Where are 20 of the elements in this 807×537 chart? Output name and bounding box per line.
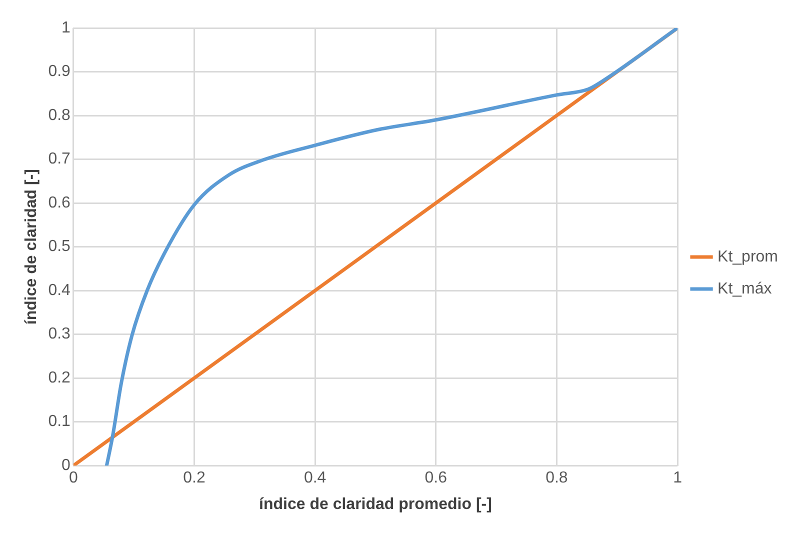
y-tick-label: 0.8 <box>48 106 71 124</box>
legend-label: Kt_máx <box>718 280 772 298</box>
x-tick-label: 0.4 <box>304 470 326 487</box>
y-tick-label: 0.7 <box>48 150 71 168</box>
x-tick-label: 0.8 <box>546 470 568 487</box>
x-tick-label: 0.6 <box>424 470 448 487</box>
y-tick-label: 0.6 <box>48 194 71 212</box>
x-tick-label: 1 <box>673 470 682 487</box>
legend-label: Kt_prom <box>718 248 778 266</box>
y-axis-title: índice de claridad [-] <box>23 169 40 325</box>
y-tick-label: 0.9 <box>48 63 71 80</box>
y-tick-label: 0.4 <box>48 282 71 299</box>
y-tick-label: 0 <box>62 457 71 474</box>
y-tick-label: 0.3 <box>48 326 71 343</box>
x-tick-label: 0.2 <box>183 470 206 487</box>
y-tick-label: 0.1 <box>48 413 71 430</box>
x-axis-title: índice de claridad promedio [-] <box>259 496 492 513</box>
y-tick-label: 0.2 <box>48 369 71 386</box>
y-tick-label: 1 <box>62 19 71 36</box>
y-tick-label: 0.5 <box>48 238 71 256</box>
